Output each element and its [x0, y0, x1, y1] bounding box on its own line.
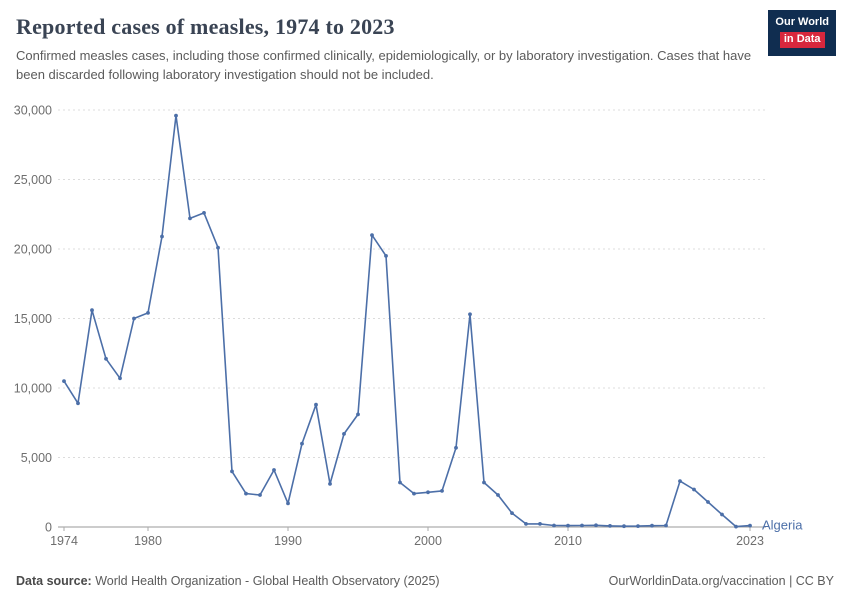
- owid-citation-link[interactable]: OurWorldinData.org/vaccination | CC BY: [608, 574, 834, 588]
- data-point: [230, 469, 234, 473]
- data-point: [426, 490, 430, 494]
- data-point: [216, 245, 220, 250]
- data-point: [552, 523, 556, 528]
- data-point: [370, 232, 374, 237]
- data-point: [622, 523, 626, 528]
- data-point: [90, 307, 94, 312]
- y-tick-label: 5,000: [21, 451, 52, 465]
- data-point: [76, 401, 80, 405]
- data-point: [188, 216, 192, 220]
- data-line-algeria: [63, 114, 751, 528]
- owid-logo-line1: Our World: [775, 16, 829, 28]
- x-tick-label: 2010: [554, 534, 582, 548]
- data-point: [580, 523, 584, 528]
- chart-subtitle: Confirmed measles cases, including those…: [16, 48, 752, 82]
- data-point: [454, 445, 458, 450]
- series-label-algeria: Algeria: [762, 517, 803, 532]
- data-point: [356, 412, 360, 416]
- data-point: [202, 210, 206, 215]
- data-point: [748, 523, 752, 528]
- data-point: [328, 481, 332, 486]
- data-source-text: World Health Organization - Global Healt…: [95, 574, 440, 588]
- x-tick-label: 2000: [414, 534, 442, 548]
- data-point: [300, 441, 304, 446]
- chart-header: Reported cases of measles, 1974 to 2023 …: [0, 0, 850, 85]
- y-tick-label: 20,000: [14, 242, 52, 256]
- data-point: [398, 480, 402, 485]
- data-point: [510, 510, 514, 515]
- data-point: [146, 310, 150, 315]
- data-point: [678, 478, 682, 483]
- data-point: [132, 316, 136, 321]
- data-point: [286, 501, 290, 505]
- data-point: [118, 376, 122, 380]
- y-tick-label: 10,000: [14, 381, 52, 395]
- line-chart: 0 5,000 10,000 15,000 20,000 25,000 30,000 1974…: [14, 103, 803, 548]
- y-tick-label: 25,000: [14, 173, 52, 187]
- data-point: [468, 312, 472, 316]
- owid-logo[interactable]: Our World in Data: [768, 10, 836, 56]
- data-point: [440, 488, 444, 493]
- data-point: [104, 356, 108, 361]
- data-point: [384, 253, 388, 258]
- data-point: [258, 492, 262, 497]
- data-point: [342, 431, 346, 436]
- x-tick-label: 1980: [134, 534, 162, 548]
- data-point: [594, 523, 598, 527]
- data-point: [482, 480, 486, 485]
- data-point: [650, 523, 654, 528]
- data-point: [174, 113, 178, 118]
- data-point: [496, 492, 500, 497]
- data-point: [272, 467, 276, 472]
- x-tick-label: 1974: [50, 534, 78, 548]
- data-point: [160, 234, 164, 239]
- data-point: [538, 521, 542, 526]
- owid-logo-line2: in Data: [779, 31, 825, 48]
- data-point: [734, 524, 738, 529]
- data-point: [524, 521, 528, 526]
- x-tick-label: 1990: [274, 534, 302, 548]
- x-tick-label: 2023: [736, 534, 764, 548]
- chart-footer: Data source: World Health Organization -…: [16, 574, 834, 588]
- data-point: [608, 523, 612, 528]
- data-point: [244, 491, 248, 496]
- data-source: Data source: World Health Organization -…: [16, 574, 440, 588]
- data-point: [692, 487, 696, 492]
- chart-title: Reported cases of measles, 1974 to 2023: [16, 14, 395, 39]
- data-point: [412, 491, 416, 496]
- data-point: [664, 523, 668, 528]
- data-point: [706, 499, 710, 504]
- y-tick-label: 15,000: [14, 312, 52, 326]
- data-point: [636, 523, 640, 528]
- data-point: [314, 402, 318, 407]
- y-tick-label: 0: [45, 520, 52, 534]
- data-point: [566, 523, 570, 528]
- data-point: [720, 512, 724, 517]
- data-point: [62, 378, 66, 383]
- y-tick-label: 30,000: [14, 103, 52, 117]
- data-source-label: Data source:: [16, 574, 92, 588]
